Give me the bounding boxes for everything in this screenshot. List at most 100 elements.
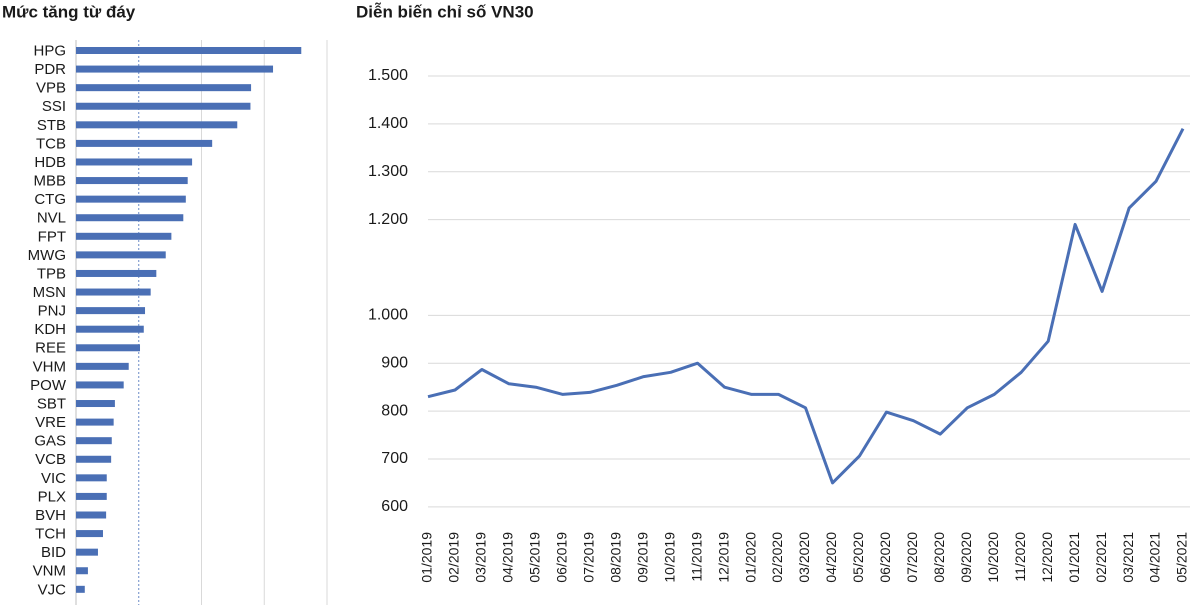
bar [76, 214, 184, 222]
category-label: STB [37, 117, 66, 134]
bar [76, 269, 157, 277]
bar [76, 400, 115, 408]
bar [76, 232, 172, 240]
x-tick-label: 11/2020 [1012, 532, 1028, 582]
x-tick-label: 09/2019 [634, 532, 650, 583]
category-label: VPB [36, 80, 66, 97]
category-label: MBB [33, 173, 66, 190]
category-label: VCB [35, 451, 66, 468]
category-label: SBT [37, 395, 66, 412]
bar [76, 121, 238, 129]
bar [76, 195, 186, 203]
x-tick-label: 06/2020 [877, 532, 893, 583]
category-label: TPB [37, 265, 66, 282]
category-label: VNM [33, 563, 66, 580]
x-tick-label: 02/2019 [446, 532, 462, 583]
bar [76, 102, 251, 110]
bar [76, 84, 252, 92]
y-tick-label: 900 [381, 354, 408, 371]
x-tick-label: 09/2020 [958, 532, 974, 583]
x-tick-label: 04/2020 [823, 532, 839, 583]
x-tick-label: 02/2021 [1093, 532, 1109, 583]
x-tick-label: 07/2020 [904, 532, 920, 583]
x-tick-label: 01/2019 [419, 532, 435, 583]
x-tick-label: 07/2019 [580, 532, 596, 583]
category-label: PLX [38, 488, 66, 505]
bar [76, 511, 107, 519]
y-tick-label: 1.000 [368, 307, 408, 324]
line-series [427, 128, 1185, 485]
x-tick-label: 03/2019 [473, 532, 489, 583]
y-tick-label: 1.500 [368, 67, 408, 84]
x-tick-label: 04/2021 [1147, 532, 1163, 583]
bar [76, 437, 112, 445]
x-tick-label: 10/2020 [985, 532, 1001, 583]
chart-title: Diễn biến chỉ số VN30 [356, 2, 534, 21]
bar [76, 47, 302, 54]
bar [76, 567, 88, 575]
bar [76, 139, 213, 147]
category-label: HPG [33, 42, 66, 59]
bar [76, 585, 85, 593]
y-tick-label: 600 [381, 498, 408, 515]
bar [76, 177, 188, 185]
x-tick-label: 01/2020 [742, 532, 758, 583]
category-label: HDB [34, 154, 66, 171]
category-label: TCB [36, 135, 66, 152]
bar [76, 325, 144, 333]
x-tick-label: 03/2020 [796, 532, 812, 583]
category-label: VIC [41, 470, 66, 487]
bar [76, 65, 274, 73]
x-tick-label: 11/2019 [688, 532, 704, 582]
x-tick-label: 05/2019 [527, 532, 543, 583]
bar [76, 288, 151, 296]
y-tick-label: 1.400 [368, 115, 408, 132]
bar [76, 455, 112, 463]
y-tick-label: 800 [381, 402, 408, 419]
category-label: VRE [35, 414, 66, 431]
category-label: PDR [34, 61, 66, 78]
x-tick-label: 05/2021 [1174, 532, 1190, 583]
bar [76, 158, 193, 166]
bar [76, 344, 141, 352]
bar [76, 307, 146, 315]
y-tick-label: 700 [381, 450, 408, 467]
y-tick-label: 1.200 [368, 211, 408, 228]
category-label: PNJ [38, 303, 66, 320]
x-tick-label: 05/2020 [850, 532, 866, 583]
x-tick-label: 08/2020 [931, 532, 947, 583]
bar [76, 381, 124, 389]
category-label: BVH [35, 507, 66, 524]
category-label: VHM [33, 358, 66, 375]
x-tick-label: 12/2019 [715, 532, 731, 583]
bar [76, 548, 98, 556]
category-label: VJC [38, 581, 67, 598]
category-label: SSI [42, 98, 66, 115]
x-tick-label: 08/2019 [607, 532, 623, 583]
x-tick-label: 10/2019 [661, 532, 677, 583]
x-tick-label: 12/2020 [1039, 532, 1055, 583]
x-tick-label: 02/2020 [769, 532, 785, 583]
x-tick-label: 06/2019 [554, 532, 570, 583]
category-label: MSN [33, 284, 66, 301]
bar [76, 362, 129, 370]
category-label: REE [35, 340, 66, 357]
bar [76, 418, 114, 426]
x-tick-label: 03/2021 [1120, 532, 1136, 583]
category-label: BID [41, 544, 66, 561]
category-label: FPT [38, 228, 66, 245]
bar [76, 251, 166, 259]
category-label: MWG [28, 247, 66, 264]
chart-title: Mức tăng từ đáy [2, 2, 136, 21]
category-label: POW [30, 377, 67, 394]
bar [76, 530, 103, 538]
category-label: NVL [37, 210, 66, 227]
category-label: CTG [34, 191, 66, 208]
x-tick-label: 04/2019 [500, 532, 516, 583]
bar [76, 474, 107, 482]
category-label: GAS [34, 433, 66, 450]
x-tick-label: 01/2021 [1066, 532, 1082, 583]
category-label: TCH [35, 526, 66, 543]
y-tick-label: 1.300 [368, 163, 408, 180]
